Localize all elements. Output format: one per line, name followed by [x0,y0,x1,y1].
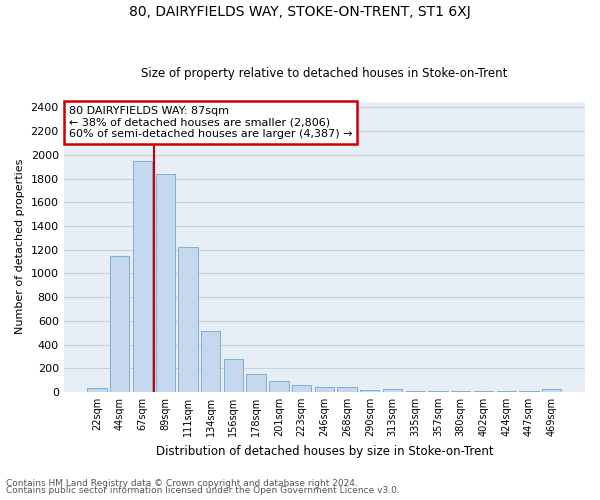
Bar [292,385,311,392]
Bar [201,332,220,392]
Bar [428,391,448,392]
Title: Size of property relative to detached houses in Stoke-on-Trent: Size of property relative to detached ho… [141,66,508,80]
Text: 80, DAIRYFIELDS WAY, STOKE-ON-TRENT, ST1 6XJ: 80, DAIRYFIELDS WAY, STOKE-ON-TRENT, ST1… [129,5,471,19]
Bar [133,161,152,392]
Bar [247,374,266,392]
X-axis label: Distribution of detached houses by size in Stoke-on-Trent: Distribution of detached houses by size … [155,444,493,458]
Bar [406,390,425,392]
Bar [155,174,175,392]
Bar [360,390,379,392]
Y-axis label: Number of detached properties: Number of detached properties [15,159,25,334]
Bar [314,386,334,392]
Bar [451,391,470,392]
Bar [383,389,402,392]
Bar [269,382,289,392]
Bar [110,256,130,392]
Bar [88,388,107,392]
Bar [542,389,562,392]
Bar [337,388,357,392]
Text: Contains public sector information licensed under the Open Government Licence v3: Contains public sector information licen… [6,486,400,495]
Text: 80 DAIRYFIELDS WAY: 87sqm
← 38% of detached houses are smaller (2,806)
60% of se: 80 DAIRYFIELDS WAY: 87sqm ← 38% of detac… [69,106,352,139]
Bar [224,358,243,392]
Bar [178,248,197,392]
Text: Contains HM Land Registry data © Crown copyright and database right 2024.: Contains HM Land Registry data © Crown c… [6,478,358,488]
